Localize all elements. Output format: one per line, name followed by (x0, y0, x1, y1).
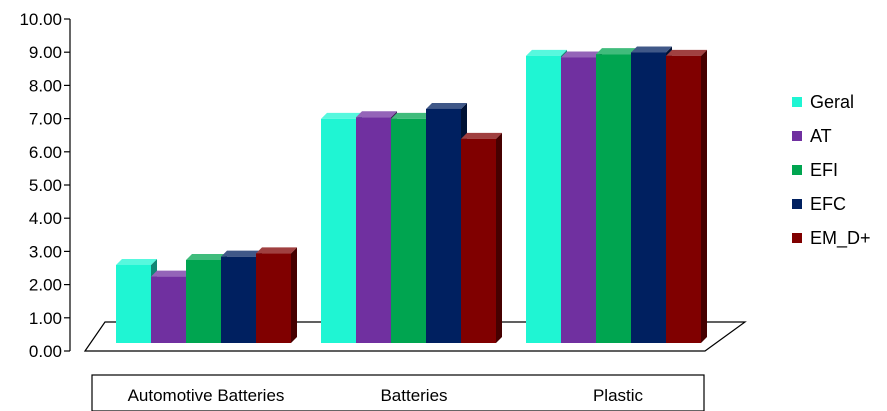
bar-top (526, 50, 567, 56)
y-tick-label: 10.00 (19, 10, 62, 29)
bar-front (116, 265, 151, 343)
category-axis: Automotive Batteries Batteries Plastic (92, 375, 704, 411)
y-tick-label: 8.00 (29, 76, 62, 95)
y-tick-label: 5.00 (29, 176, 62, 195)
y-tick-label: 0.00 (29, 342, 62, 361)
bar-front (596, 54, 631, 343)
bar (526, 50, 567, 343)
bar-front (526, 56, 561, 343)
y-tick-label: 1.00 (29, 309, 62, 328)
legend-swatch (792, 131, 802, 141)
category-label: Plastic (593, 386, 644, 405)
bar-top (596, 48, 637, 54)
bar-top (116, 259, 157, 265)
bar-front (561, 57, 596, 343)
bar-front (186, 260, 221, 343)
bar-top (186, 254, 227, 260)
bar-top (391, 113, 432, 119)
bar-front (356, 117, 391, 343)
legend-swatch (792, 165, 802, 175)
bar-side (496, 133, 502, 343)
bar-front (256, 253, 291, 343)
y-tick-label: 6.00 (29, 143, 62, 162)
bar (666, 50, 707, 343)
legend-label: EFI (810, 160, 838, 180)
legend-label: Geral (810, 92, 854, 112)
bar (356, 111, 397, 343)
category-label: Batteries (380, 386, 447, 405)
bar (391, 113, 432, 343)
bar-top (256, 247, 297, 253)
legend-item: Geral (792, 92, 854, 112)
bar-top (461, 133, 502, 139)
legend-item: AT (792, 126, 832, 146)
bar-top (426, 103, 467, 109)
bar-front (221, 257, 256, 343)
bar-top (356, 111, 397, 117)
legend-label: EFC (810, 194, 846, 214)
bar (561, 51, 602, 343)
bar-top (151, 271, 192, 277)
y-tick-label: 3.00 (29, 242, 62, 261)
bars (116, 47, 707, 344)
bar (631, 47, 672, 344)
y-tick-label: 9.00 (29, 43, 62, 62)
bar-side (291, 247, 297, 343)
legend: Geral AT EFI EFC EM_D+ (792, 92, 871, 249)
bar (461, 133, 502, 343)
bar-front (461, 139, 496, 343)
bar-front (666, 56, 701, 343)
bar-top (561, 51, 602, 57)
bar-top (666, 50, 707, 56)
bar (321, 113, 362, 343)
bar-front (426, 109, 461, 343)
bar (221, 251, 262, 343)
legend-swatch (792, 97, 802, 107)
bar-side (701, 50, 707, 343)
bar-front (391, 119, 426, 343)
bar (151, 271, 192, 343)
bar (116, 259, 157, 343)
bar-top (221, 251, 262, 257)
y-tick-label: 7.00 (29, 110, 62, 129)
legend-item: EFI (792, 160, 838, 180)
legend-label: AT (810, 126, 832, 146)
legend-swatch (792, 199, 802, 209)
bar-front (631, 53, 666, 344)
bar (256, 247, 297, 343)
bar (426, 103, 467, 343)
category-label: Automotive Batteries (128, 386, 285, 405)
bar-front (321, 119, 356, 343)
legend-label: EM_D+ (810, 228, 871, 249)
legend-swatch (792, 233, 802, 243)
bar-top (631, 47, 672, 53)
y-tick-label: 4.00 (29, 209, 62, 228)
bar-front (151, 277, 186, 343)
bar-top (321, 113, 362, 119)
bar (596, 48, 637, 343)
y-axis: 0.00 1.00 2.00 3.00 4.00 5.00 6.00 7.00 8.00 9.00… (19, 10, 70, 361)
legend-item: EFC (792, 194, 846, 214)
legend-item: EM_D+ (792, 228, 871, 249)
y-tick-label: 2.00 (29, 276, 62, 295)
bar (186, 254, 227, 343)
